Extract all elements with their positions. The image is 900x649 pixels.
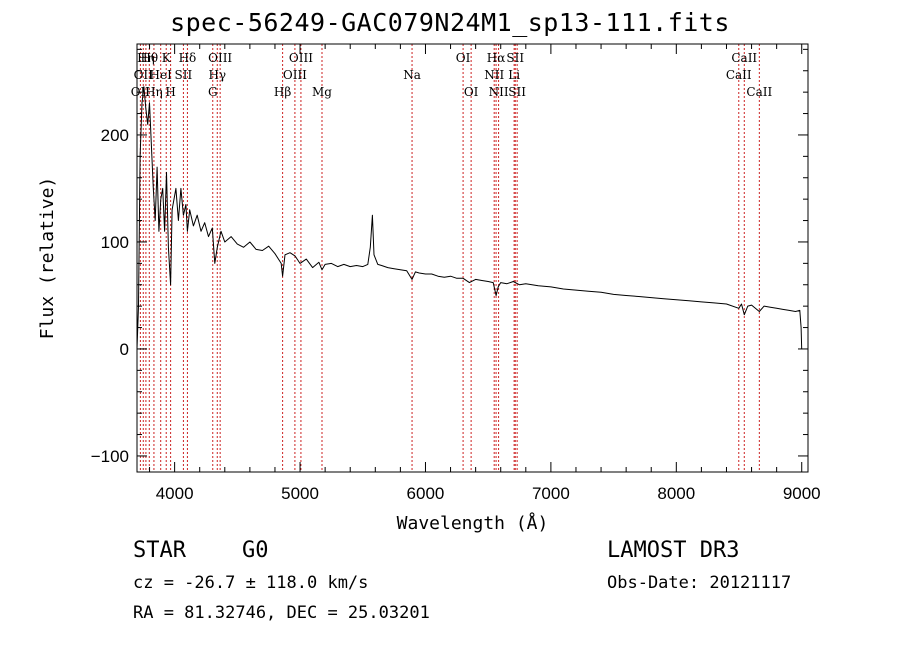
class-label: STAR	[133, 538, 186, 563]
x-axis-label: Wavelength (Å)	[397, 512, 549, 534]
line-label: OI	[456, 51, 471, 65]
line-label: Hη	[145, 85, 163, 99]
line-label: OIII	[289, 51, 313, 65]
y-tick-label: 100	[101, 233, 129, 252]
line-label: NII	[484, 68, 504, 82]
line-label: G	[208, 85, 218, 99]
line-label: K	[162, 51, 172, 65]
x-tick-label: 8000	[657, 484, 695, 503]
spectrum-line	[136, 86, 803, 349]
line-label: Hδ	[179, 51, 197, 65]
line-label: Hα	[487, 51, 506, 65]
line-label: Na	[403, 68, 421, 82]
x-tick-label: 9000	[783, 484, 821, 503]
line-label: SII	[506, 51, 524, 65]
x-tick-label: 7000	[532, 484, 570, 503]
subclass-label: G0	[242, 538, 269, 563]
line-label: OIII	[283, 68, 307, 82]
y-tick-label: 0	[120, 340, 129, 359]
line-label: H	[165, 85, 175, 99]
line-label: SII	[508, 85, 526, 99]
line-label: Mg	[312, 85, 332, 99]
axes-group: 4000 5000 6000 7000 8000 9000 −100 0 100 200 Wavel…	[37, 43, 821, 534]
x-tick-label: 5000	[281, 484, 319, 503]
line-label: CaII	[746, 85, 772, 99]
obs-date-label: Obs-Date: 20121117	[607, 573, 792, 593]
survey-label: LAMOST DR3	[607, 538, 740, 563]
velocity-label: cz = -26.7 ± 118.0 km/s	[133, 573, 369, 593]
x-tick-label: 6000	[407, 484, 445, 503]
line-label: SII	[175, 68, 193, 82]
line-label: NII	[489, 85, 509, 99]
chart-title: spec-56249-GAC079N24M1_sp13-111.fits	[170, 8, 730, 37]
y-tick-label: 200	[101, 126, 129, 145]
spectral-line-labels: OIIOIIHηHθHηHeIKHSIIHδGHγOIIIHβOIIIOIIIM…	[131, 51, 773, 99]
spectral-line-markers	[139, 44, 760, 472]
line-label: Li	[508, 68, 520, 82]
plot-frame	[136, 43, 809, 473]
y-axis-label: Flux (relative)	[37, 177, 58, 340]
line-label: Hγ	[208, 68, 226, 82]
x-tick-label: 4000	[156, 484, 194, 503]
line-label: Hθ	[140, 51, 158, 65]
y-tick-label: −100	[91, 447, 129, 466]
line-label: Hβ	[274, 85, 291, 99]
line-label: OII	[134, 68, 154, 82]
line-label: OI	[464, 85, 479, 99]
line-label: Hη	[137, 51, 155, 65]
line-label: OIII	[208, 51, 232, 65]
coords-label: RA = 81.32746, DEC = 25.03201	[133, 603, 430, 623]
line-label: CaII	[731, 51, 757, 65]
series-group	[136, 86, 803, 349]
line-label: CaII	[726, 68, 752, 82]
line-label: HeI	[150, 68, 173, 82]
